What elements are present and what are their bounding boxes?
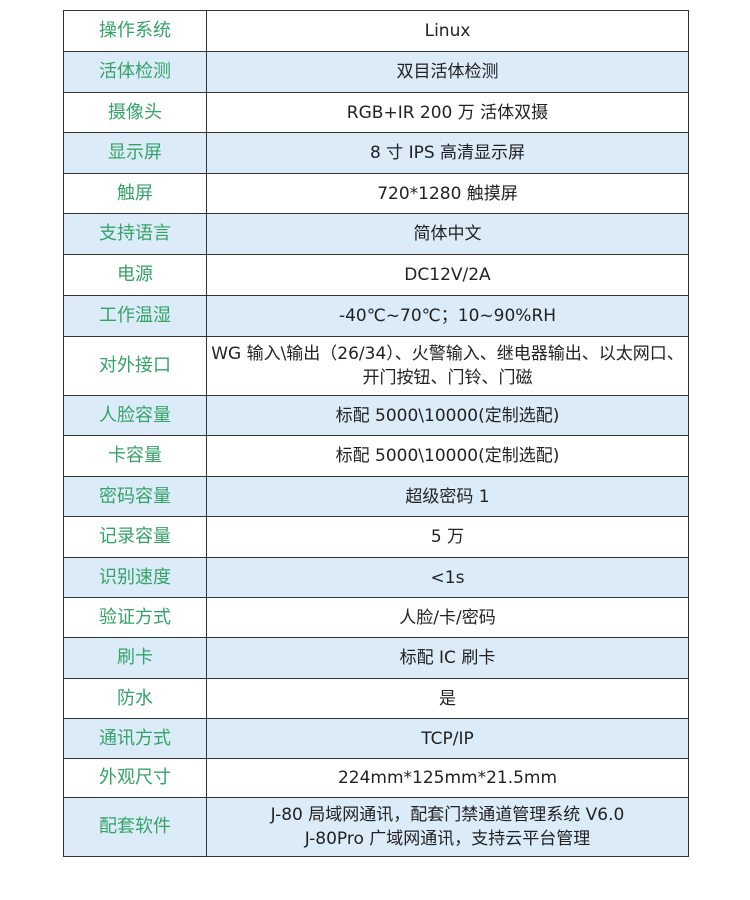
spec-value: TCP/IP	[206, 718, 689, 759]
spec-label: 验证方式	[63, 597, 207, 638]
spec-value: J-80 局域网通讯，配套门禁通道管理系统 V6.0 J-80Pro 广域网通讯，…	[206, 797, 689, 857]
spec-row: 外观尺寸 224mm*125mm*21.5mm	[63, 758, 689, 798]
spec-value: WG 输入\输出（26/34）、火警输入、继电器输出、以太网口、开门按钮、门铃、…	[206, 336, 689, 396]
spec-value: 8 寸 IPS 高清显示屏	[206, 132, 689, 174]
spec-row: 摄像头 RGB+IR 200 万 活体双摄	[63, 92, 689, 133]
spec-value: RGB+IR 200 万 活体双摄	[206, 92, 689, 133]
spec-row: 验证方式 人脸/卡/密码	[63, 597, 689, 638]
spec-value: 标配 5000\10000(定制选配)	[206, 435, 689, 477]
spec-row: 通讯方式 TCP/IP	[63, 718, 689, 759]
spec-row: 活体检测 双目活体检测	[63, 51, 689, 93]
spec-value-line: J-80Pro 广域网通讯，支持云平台管理	[304, 829, 591, 849]
spec-label: 工作温湿	[63, 295, 207, 337]
spec-row: 记录容量 5 万	[63, 516, 689, 558]
spec-label: 活体检测	[63, 51, 207, 93]
spec-label: 摄像头	[63, 92, 207, 133]
spec-label: 识别速度	[63, 557, 207, 598]
spec-row: 操作系统 Linux	[63, 10, 689, 52]
spec-row: 识别速度 <1s	[63, 557, 689, 598]
spec-row: 防水是	[63, 678, 689, 719]
spec-label: 记录容量	[63, 516, 207, 558]
spec-row: 密码容量 超级密码 1	[63, 476, 689, 517]
spec-value: <1s	[206, 557, 689, 598]
spec-label: 支持语言	[63, 213, 207, 255]
spec-value: 人脸/卡/密码	[206, 597, 689, 638]
spec-label: 触屏	[63, 173, 207, 214]
spec-label: 电源	[63, 254, 207, 296]
spec-label: 显示屏	[63, 132, 207, 174]
spec-row: 配套软件 J-80 局域网通讯，配套门禁通道管理系统 V6.0 J-80Pro 广域…	[63, 797, 689, 857]
spec-row: 支持语言 简体中文	[63, 213, 689, 255]
spec-label: 密码容量	[63, 476, 207, 517]
spec-row: 卡容量 标配 5000\10000(定制选配)	[63, 435, 689, 477]
spec-value: -40℃~70℃；10~90%RH	[206, 295, 689, 337]
spec-value-line: J-80 局域网通讯，配套门禁通道管理系统 V6.0	[270, 805, 625, 825]
spec-value: 标配 IC 刷卡	[206, 637, 689, 679]
spec-value: 双目活体检测	[206, 51, 689, 93]
spec-label: 刷卡	[63, 637, 207, 679]
spec-row: 对外接口 WG 输入\输出（26/34）、火警输入、继电器输出、以太网口、开门按钮…	[63, 336, 689, 396]
spec-row: 工作温湿 -40℃~70℃；10~90%RH	[63, 295, 689, 337]
spec-value: 是	[206, 678, 689, 719]
spec-row: 显示屏 8 寸 IPS 高清显示屏	[63, 132, 689, 174]
spec-value: 720*1280 触摸屏	[206, 173, 689, 214]
spec-label: 通讯方式	[63, 718, 207, 759]
spec-value: 超级密码 1	[206, 476, 689, 517]
spec-row: 人脸容量 标配 5000\10000(定制选配)	[63, 395, 689, 436]
spec-label: 配套软件	[63, 797, 207, 857]
spec-row: 触屏 720*1280 触摸屏	[63, 173, 689, 214]
spec-value: 5 万	[206, 516, 689, 558]
spec-label: 对外接口	[63, 336, 207, 396]
spec-value: 224mm*125mm*21.5mm	[206, 758, 689, 798]
spec-label: 外观尺寸	[63, 758, 207, 798]
spec-table: 操作系统 Linux 活体检测 双目活体检测 摄像头 RGB+IR 200 万 活体双摄显…	[63, 10, 689, 857]
spec-row: 刷卡 标配 IC 刷卡	[63, 637, 689, 679]
spec-label: 操作系统	[63, 10, 207, 52]
spec-label: 卡容量	[63, 435, 207, 477]
spec-row: 电源 DC12V/2A	[63, 254, 689, 296]
spec-value: 简体中文	[206, 213, 689, 255]
spec-value: 标配 5000\10000(定制选配)	[206, 395, 689, 436]
spec-value: Linux	[206, 10, 689, 52]
spec-value: DC12V/2A	[206, 254, 689, 296]
spec-label: 人脸容量	[63, 395, 207, 436]
spec-label: 防水	[63, 678, 207, 719]
